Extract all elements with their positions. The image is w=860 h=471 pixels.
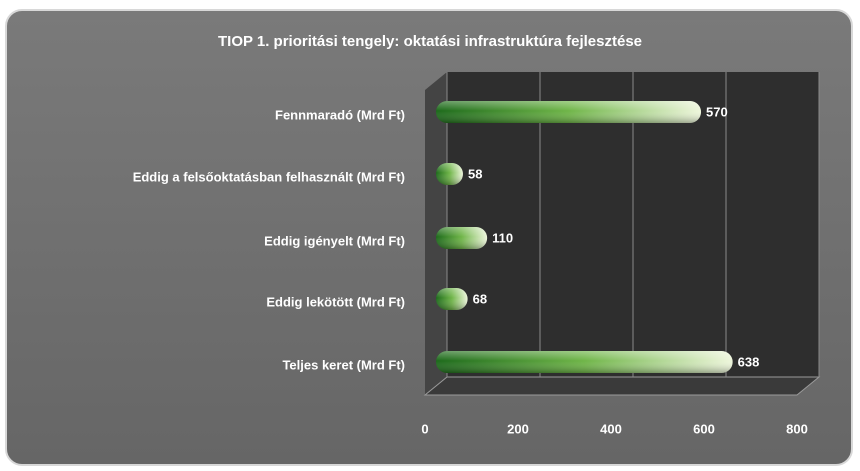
- bar-shine: [436, 101, 702, 123]
- x-tick-label: 400: [600, 421, 622, 436]
- value-label: 570: [706, 104, 728, 119]
- y-tick-label: Eddig a felsőoktatásban felhasznált (Mrd…: [133, 169, 405, 184]
- x-tick-label: 200: [507, 421, 529, 436]
- x-tick-label: 800: [786, 421, 808, 436]
- bar-shine: [436, 351, 733, 373]
- x-tick-label: 600: [693, 421, 715, 436]
- value-label: 68: [473, 291, 487, 306]
- y-tick-label: Teljes keret (Mrd Ft): [282, 357, 405, 372]
- y-tick-label: Eddig igényelt (Mrd Ft): [264, 233, 405, 248]
- value-label: 58: [468, 166, 482, 181]
- bar-shine: [436, 163, 463, 185]
- value-label: 110: [492, 230, 513, 245]
- chart-title: TIOP 1. prioritási tengely: oktatási inf…: [218, 33, 642, 50]
- y-tick-label: Fennmaradó (Mrd Ft): [275, 107, 405, 122]
- x-tick-label: 0: [421, 421, 428, 436]
- bar-shine: [436, 288, 468, 310]
- y-tick-label: Eddig lekötött (Mrd Ft): [266, 294, 405, 309]
- floor: [423, 376, 821, 396]
- left-wall: [425, 72, 447, 395]
- value-label: 638: [738, 354, 760, 369]
- bar-shine: [436, 227, 488, 249]
